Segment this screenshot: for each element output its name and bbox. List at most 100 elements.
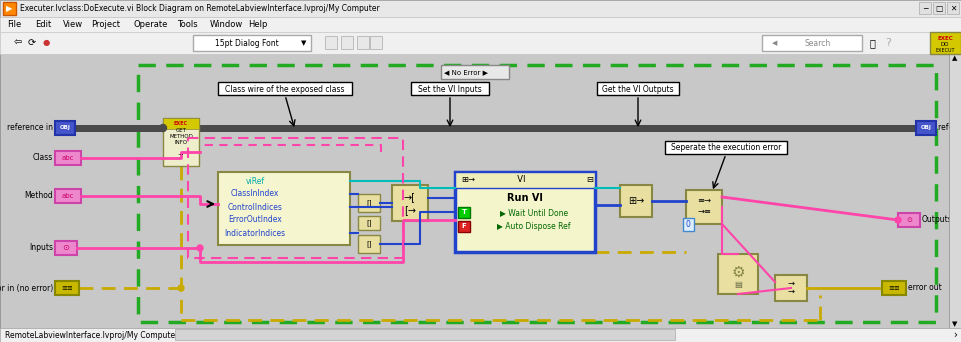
FancyBboxPatch shape xyxy=(919,2,931,14)
FancyBboxPatch shape xyxy=(930,32,961,54)
Text: Window: Window xyxy=(210,20,243,29)
Text: ⊞→: ⊞→ xyxy=(461,175,475,184)
FancyBboxPatch shape xyxy=(762,35,862,51)
Text: ✕: ✕ xyxy=(949,3,956,13)
FancyBboxPatch shape xyxy=(458,207,470,218)
Text: 15pt Dialog Font: 15pt Dialog Font xyxy=(215,39,279,48)
Text: F: F xyxy=(461,224,466,229)
Text: ▲: ▲ xyxy=(952,55,958,61)
Text: error in (no error): error in (no error) xyxy=(0,284,53,292)
Text: IndicatorIndices: IndicatorIndices xyxy=(225,228,285,237)
Text: ─: ─ xyxy=(923,3,927,13)
FancyBboxPatch shape xyxy=(138,65,936,322)
FancyBboxPatch shape xyxy=(882,281,906,295)
Circle shape xyxy=(160,124,166,132)
Text: ▶: ▶ xyxy=(7,4,12,13)
FancyBboxPatch shape xyxy=(218,172,350,245)
Text: ⊙: ⊙ xyxy=(906,217,912,223)
Text: ...: ... xyxy=(178,150,185,156)
Text: Run VI: Run VI xyxy=(507,193,543,203)
FancyBboxPatch shape xyxy=(55,241,77,255)
Text: reference out: reference out xyxy=(938,123,961,132)
FancyBboxPatch shape xyxy=(898,213,920,227)
Text: DO: DO xyxy=(941,41,949,47)
FancyBboxPatch shape xyxy=(357,36,369,49)
Text: Outputs: Outputs xyxy=(922,215,952,224)
Text: ≡≡: ≡≡ xyxy=(62,285,73,291)
FancyBboxPatch shape xyxy=(358,216,380,230)
Text: [→: [→ xyxy=(404,205,416,215)
Text: abc: abc xyxy=(62,155,74,161)
Text: →: → xyxy=(787,278,795,288)
Text: T: T xyxy=(461,210,466,215)
Text: ⊙: ⊙ xyxy=(62,244,69,252)
Text: VI: VI xyxy=(512,175,526,184)
Text: Class: Class xyxy=(33,154,53,162)
Text: EXEC: EXEC xyxy=(174,121,188,126)
FancyBboxPatch shape xyxy=(458,221,470,232)
Text: GET: GET xyxy=(176,129,186,133)
Text: ≡≡: ≡≡ xyxy=(888,285,899,291)
FancyBboxPatch shape xyxy=(218,82,352,95)
Text: METHOD: METHOD xyxy=(169,134,193,140)
FancyBboxPatch shape xyxy=(163,118,199,129)
FancyBboxPatch shape xyxy=(3,2,16,15)
FancyBboxPatch shape xyxy=(55,151,81,165)
FancyBboxPatch shape xyxy=(0,0,961,17)
FancyBboxPatch shape xyxy=(620,185,652,217)
Text: Project: Project xyxy=(91,20,120,29)
FancyBboxPatch shape xyxy=(597,82,679,95)
Text: []: [] xyxy=(366,220,372,226)
Text: 0: 0 xyxy=(685,220,690,229)
Text: ›: › xyxy=(953,330,957,340)
FancyBboxPatch shape xyxy=(916,121,936,135)
FancyBboxPatch shape xyxy=(370,36,382,49)
FancyBboxPatch shape xyxy=(411,82,489,95)
FancyBboxPatch shape xyxy=(686,190,722,224)
Text: ⟳: ⟳ xyxy=(28,38,37,48)
Text: ⇦: ⇦ xyxy=(14,38,22,48)
Text: ▶ Wait Until Done: ▶ Wait Until Done xyxy=(500,208,568,217)
Text: ControlIndices: ControlIndices xyxy=(228,202,283,211)
Text: →≡: →≡ xyxy=(697,207,711,215)
FancyBboxPatch shape xyxy=(341,36,353,49)
FancyBboxPatch shape xyxy=(718,254,758,294)
Text: ⊞→: ⊞→ xyxy=(628,196,644,206)
FancyBboxPatch shape xyxy=(175,329,675,340)
Text: 🔍: 🔍 xyxy=(869,38,875,48)
Text: abc: abc xyxy=(62,193,74,199)
FancyBboxPatch shape xyxy=(455,172,595,188)
Text: →[: →[ xyxy=(404,192,416,202)
FancyBboxPatch shape xyxy=(392,185,428,221)
Text: INFO: INFO xyxy=(175,141,187,145)
Text: ▶ Auto Dispose Ref: ▶ Auto Dispose Ref xyxy=(497,222,571,231)
Text: ClassInIndex: ClassInIndex xyxy=(231,189,280,198)
FancyBboxPatch shape xyxy=(0,17,961,32)
Text: ▤: ▤ xyxy=(734,279,742,289)
FancyBboxPatch shape xyxy=(0,328,961,342)
Circle shape xyxy=(197,245,203,251)
FancyBboxPatch shape xyxy=(775,275,807,301)
Text: ⚙: ⚙ xyxy=(731,264,745,279)
Text: Get the VI Outputs: Get the VI Outputs xyxy=(603,84,674,93)
FancyBboxPatch shape xyxy=(55,281,79,295)
FancyBboxPatch shape xyxy=(947,2,959,14)
Text: error out: error out xyxy=(908,284,942,292)
FancyBboxPatch shape xyxy=(665,141,787,154)
FancyBboxPatch shape xyxy=(55,189,81,203)
Text: Seperate the execution error: Seperate the execution error xyxy=(671,144,781,153)
Text: Tools: Tools xyxy=(177,20,198,29)
Text: ErrorOutIndex: ErrorOutIndex xyxy=(228,215,282,224)
Circle shape xyxy=(895,217,901,223)
Text: []: [] xyxy=(366,241,372,247)
Text: OBJ: OBJ xyxy=(60,126,70,131)
Text: ⊟: ⊟ xyxy=(586,175,594,184)
FancyBboxPatch shape xyxy=(55,121,75,135)
Text: Method: Method xyxy=(24,192,53,200)
Text: viRef: viRef xyxy=(245,176,264,185)
Text: Executer.lvclass:DoExecute.vi Block Diagram on RemoteLabviewInterface.lvproj/My : Executer.lvclass:DoExecute.vi Block Diag… xyxy=(20,4,380,13)
Text: Help: Help xyxy=(248,20,267,29)
FancyBboxPatch shape xyxy=(441,65,509,79)
Circle shape xyxy=(178,285,184,291)
FancyBboxPatch shape xyxy=(325,36,337,49)
